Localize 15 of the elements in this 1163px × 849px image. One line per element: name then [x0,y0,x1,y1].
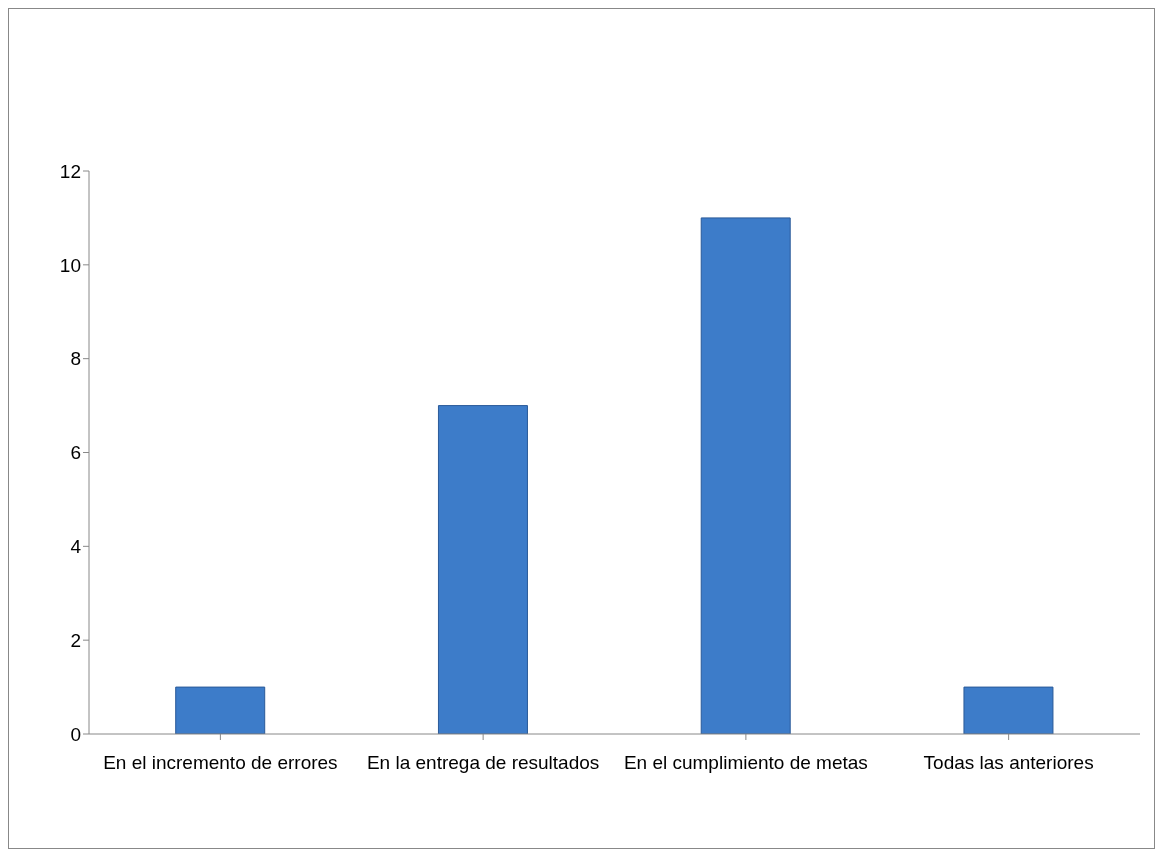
y-tick-label: 8 [70,348,81,370]
bar [175,686,266,734]
y-tick-label: 12 [59,160,81,182]
x-tick-label: Todas las anteriores [923,752,1094,774]
x-tick-label: En la entrega de resultados [366,752,600,774]
y-tick-label: 6 [70,442,81,464]
x-tick-label: En el incremento de errores [103,752,338,774]
y-tick-label: 10 [59,254,81,276]
x-tick-label: En el cumplimiento de metas [623,752,868,774]
bar [437,405,528,734]
bar [700,217,791,734]
y-tick-label: 0 [70,723,81,745]
bar [963,686,1054,734]
y-tick-label: 2 [70,629,81,651]
y-tick-label: 4 [70,536,82,558]
